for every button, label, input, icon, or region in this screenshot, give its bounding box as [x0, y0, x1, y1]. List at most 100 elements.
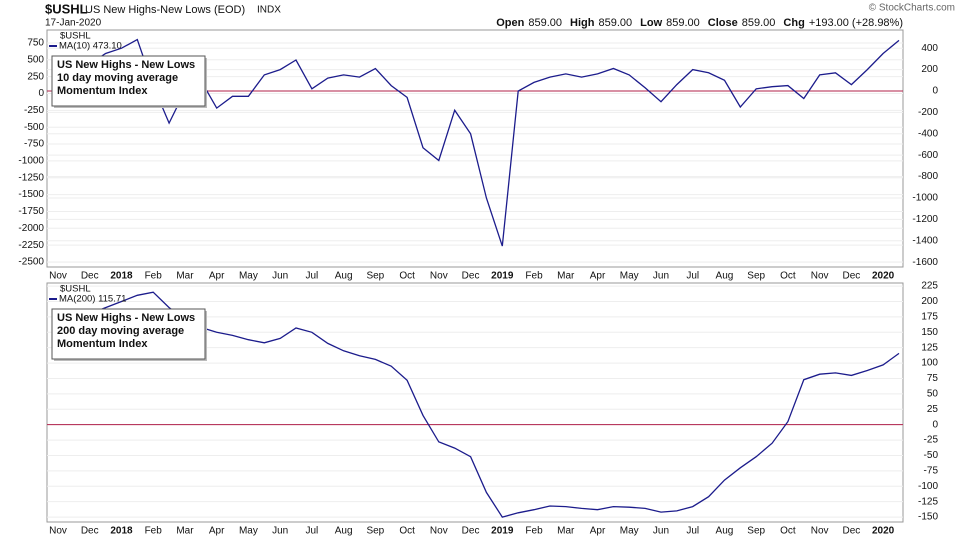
x-tick-label: Oct: [780, 271, 796, 282]
x-tick-label: Jun: [653, 526, 669, 537]
y-tick-label: -1750: [18, 206, 44, 217]
quote-value: 859.00: [598, 17, 632, 29]
x-tick-label: Feb: [525, 271, 543, 282]
x-tick-label: Apr: [590, 271, 606, 282]
x-tick-label: Oct: [399, 271, 415, 282]
x-tick-label: Apr: [209, 526, 225, 537]
quote: Open 859.00 High 859.00 Low 859.00 Close 859.00…: [496, 17, 903, 29]
x-tick-label: Dec: [842, 271, 860, 282]
symbol-name: US New Highs-New Lows (EOD): [85, 4, 245, 16]
x-tick-label: Aug: [716, 271, 734, 282]
x-tick-label: Sep: [747, 526, 765, 537]
x-tick-label: May: [239, 271, 258, 282]
x-tick-label: May: [620, 271, 639, 282]
x-tick-label: May: [620, 526, 639, 537]
y2-tick-label: -125: [918, 496, 938, 507]
quote-value: +193.00 (+28.98%): [809, 17, 903, 29]
y-tick-label: 750: [27, 38, 44, 49]
y-tick-label: 500: [27, 54, 44, 65]
quote-value: 859.00: [666, 17, 700, 29]
annotation-line: US New Highs - New Lows: [57, 312, 195, 324]
x-tick-label: 2018: [110, 271, 133, 282]
x-tick-label: Mar: [176, 526, 194, 537]
y2-tick-label: 150: [921, 327, 938, 338]
x-tick-label: Dec: [81, 271, 99, 282]
symbol: $USHL: [45, 1, 88, 16]
quote-label: Open: [496, 17, 524, 29]
y2-tick-label: 75: [927, 373, 939, 384]
y-tick-label: 250: [27, 71, 44, 82]
y2-tick-label: -150: [918, 512, 938, 523]
y2-tick-label: 125: [921, 342, 938, 353]
x-tick-label: Nov: [430, 526, 448, 537]
x-tick-label: Sep: [366, 526, 384, 537]
x-tick-label: 2018: [110, 526, 133, 537]
x-tick-label: Aug: [335, 526, 353, 537]
quote-value: 859.00: [528, 17, 562, 29]
quote-label: Chg: [783, 17, 804, 29]
x-tick-label: Dec: [842, 526, 860, 537]
y2-tick-label: -100: [918, 481, 938, 492]
y2-tick-label: -1600: [912, 257, 938, 268]
y2-tick-label: -600: [918, 150, 938, 161]
y2-tick-label: 25: [927, 404, 939, 415]
y2-tick-label: 400: [921, 43, 938, 54]
x-tick-label: Mar: [557, 271, 575, 282]
y-tick-label: -2000: [18, 223, 44, 234]
x-tick-label: Apr: [590, 526, 606, 537]
date: 17-Jan-2020: [45, 18, 102, 29]
y-tick-label: -2500: [18, 257, 44, 268]
x-tick-label: 2020: [872, 271, 895, 282]
x-tick-label: Feb: [145, 271, 163, 282]
annotation-line: 10 day moving average: [57, 72, 178, 84]
y2-tick-label: -400: [918, 128, 938, 139]
y-tick-label: -1000: [18, 156, 44, 167]
x-tick-label: Nov: [49, 271, 67, 282]
exchange: INDX: [257, 5, 281, 16]
y2-tick-label: 200: [921, 296, 938, 307]
x-tick-label: Jul: [686, 271, 699, 282]
annotation-box: [51, 55, 206, 107]
x-tick-label: Aug: [335, 271, 353, 282]
x-tick-label: Dec: [81, 526, 99, 537]
x-tick-label: Dec: [462, 526, 480, 537]
y-tick-label: -500: [24, 122, 44, 133]
quote-value: 859.00: [742, 17, 776, 29]
x-tick-label: Jun: [272, 271, 288, 282]
panel-label: $USHL: [60, 284, 91, 295]
x-tick-label: 2020: [872, 526, 895, 537]
copyright: © StockCharts.com: [869, 3, 955, 14]
y-tick-label: 0: [38, 88, 44, 99]
x-tick-label: Nov: [49, 526, 67, 537]
y2-tick-label: -25: [924, 435, 939, 446]
y-tick-label: -250: [24, 105, 44, 116]
y2-tick-label: -1000: [912, 193, 938, 204]
panel-label: $USHL: [60, 31, 91, 42]
y-tick-label: -2250: [18, 240, 44, 251]
quote-label: Close: [708, 17, 738, 29]
y2-tick-label: -75: [924, 466, 939, 477]
x-tick-label: Mar: [176, 271, 194, 282]
y-tick-label: -1250: [18, 172, 44, 183]
y2-tick-label: -1200: [912, 214, 938, 225]
x-tick-label: Nov: [430, 271, 448, 282]
y2-tick-label: 50: [927, 389, 939, 400]
x-tick-label: Feb: [525, 526, 543, 537]
x-tick-label: Oct: [399, 526, 415, 537]
legend-label: MA(10) 473.10: [59, 41, 122, 52]
x-tick-label: Apr: [209, 271, 225, 282]
y2-tick-label: 100: [921, 358, 938, 369]
annotation-line: 200 day moving average: [57, 325, 184, 337]
y2-tick-label: -50: [924, 450, 939, 461]
y2-tick-label: -1400: [912, 235, 938, 246]
x-tick-label: Oct: [780, 526, 796, 537]
y2-tick-label: 175: [921, 312, 938, 323]
x-tick-label: Sep: [366, 271, 384, 282]
y2-tick-label: 225: [921, 281, 938, 292]
y2-tick-label: -200: [918, 107, 938, 118]
y2-tick-label: 200: [921, 64, 938, 75]
x-tick-label: Aug: [716, 526, 734, 537]
x-tick-label: Jul: [305, 271, 318, 282]
x-tick-label: Feb: [145, 526, 163, 537]
